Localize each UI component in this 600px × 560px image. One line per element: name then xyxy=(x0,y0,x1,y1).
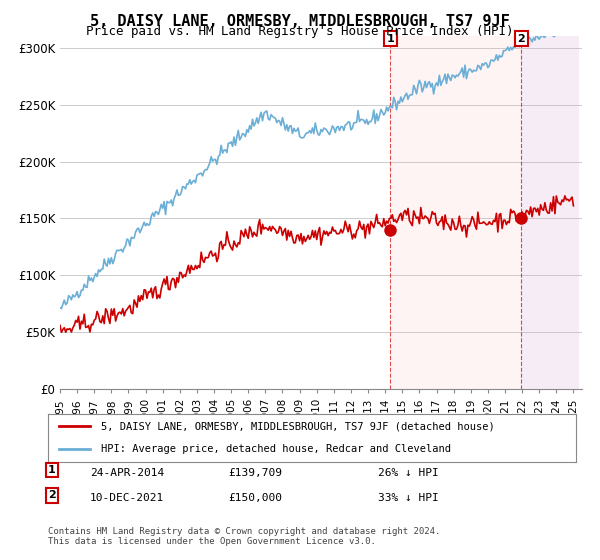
Text: Contains HM Land Registry data © Crown copyright and database right 2024.
This d: Contains HM Land Registry data © Crown c… xyxy=(48,526,440,546)
Text: 2: 2 xyxy=(48,491,56,501)
Text: 1: 1 xyxy=(386,34,394,44)
Bar xyxy=(391,36,578,389)
Text: Price paid vs. HM Land Registry's House Price Index (HPI): Price paid vs. HM Land Registry's House … xyxy=(86,25,514,38)
Text: 33% ↓ HPI: 33% ↓ HPI xyxy=(378,493,439,503)
Text: 5, DAISY LANE, ORMESBY, MIDDLESBROUGH, TS7 9JF: 5, DAISY LANE, ORMESBY, MIDDLESBROUGH, T… xyxy=(90,14,510,29)
Text: £139,709: £139,709 xyxy=(228,468,282,478)
Text: 26% ↓ HPI: 26% ↓ HPI xyxy=(378,468,439,478)
Text: 2: 2 xyxy=(517,34,525,44)
Text: 24-APR-2014: 24-APR-2014 xyxy=(90,468,164,478)
Bar xyxy=(521,36,578,389)
Text: 1: 1 xyxy=(48,465,56,475)
Text: £150,000: £150,000 xyxy=(228,493,282,503)
Text: HPI: Average price, detached house, Redcar and Cleveland: HPI: Average price, detached house, Redc… xyxy=(101,444,451,454)
Text: 5, DAISY LANE, ORMESBY, MIDDLESBROUGH, TS7 9JF (detached house): 5, DAISY LANE, ORMESBY, MIDDLESBROUGH, T… xyxy=(101,421,494,431)
Text: 10-DEC-2021: 10-DEC-2021 xyxy=(90,493,164,503)
